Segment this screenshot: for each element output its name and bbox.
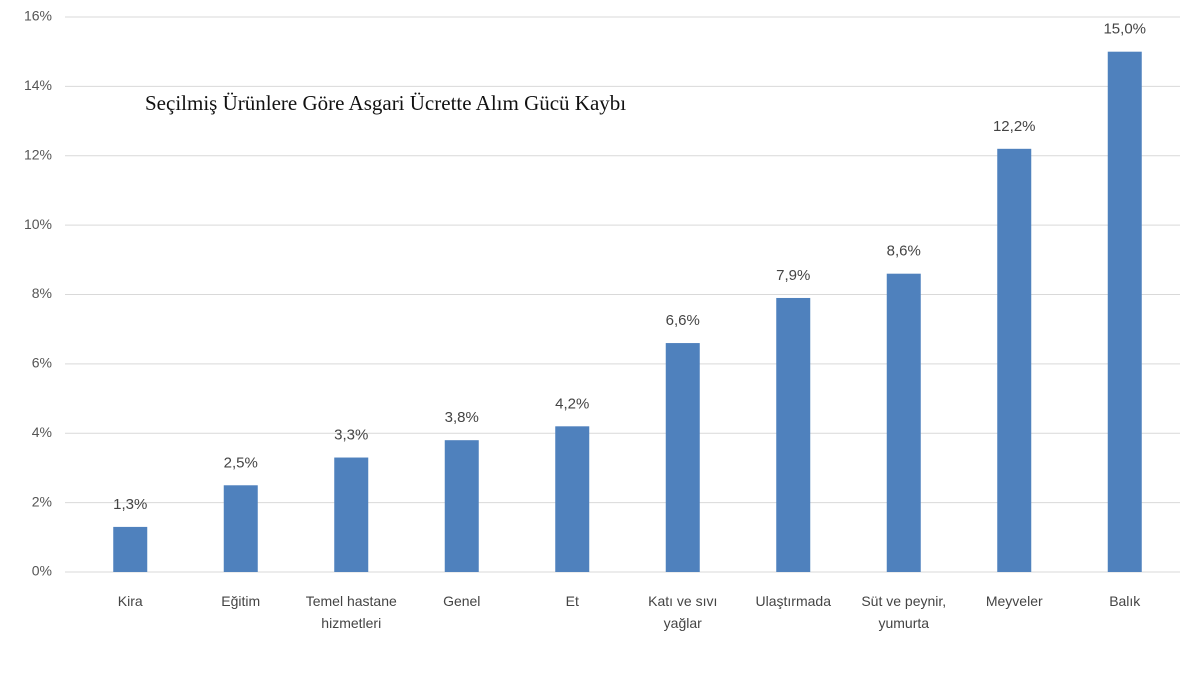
x-tick-label: Temel hastane hizmetleri bbox=[305, 593, 397, 631]
y-tick-label: 12% bbox=[24, 146, 52, 162]
value-label: 3,3% bbox=[334, 427, 368, 444]
x-tick-label: Katı ve sıvı yağlar bbox=[648, 593, 718, 631]
y-tick-label: 0% bbox=[32, 563, 52, 579]
x-tick-label: Süt ve peynir, yumurta bbox=[861, 593, 947, 631]
y-tick-label: 8% bbox=[32, 285, 52, 301]
bar bbox=[1107, 51, 1142, 572]
x-tick-label: Genel bbox=[443, 593, 481, 609]
y-tick-label: 14% bbox=[24, 77, 52, 93]
x-tick-label: Et bbox=[565, 593, 579, 609]
y-tick-label: 4% bbox=[32, 424, 52, 440]
bar bbox=[886, 273, 921, 572]
bar bbox=[444, 440, 479, 572]
x-tick-label: Kira bbox=[117, 593, 143, 609]
y-tick-label: 16% bbox=[24, 8, 52, 24]
value-label: 2,5% bbox=[224, 454, 258, 471]
bar bbox=[555, 426, 590, 572]
x-tick-label: Ulaştırmada bbox=[755, 593, 831, 609]
value-label: 1,3% bbox=[113, 496, 147, 513]
bar bbox=[223, 485, 258, 572]
value-label: 8,6% bbox=[887, 243, 921, 260]
bar bbox=[665, 343, 700, 572]
y-tick-label: 2% bbox=[32, 493, 52, 509]
chart-title: Seçilmiş Ürünlere Göre Asgari Ücrette Al… bbox=[145, 91, 626, 115]
value-label: 6,6% bbox=[666, 312, 700, 329]
x-tick-label: Meyveler bbox=[985, 593, 1043, 609]
y-tick-label: 6% bbox=[32, 355, 52, 371]
bar bbox=[997, 148, 1032, 572]
y-tick-label: 10% bbox=[24, 216, 52, 232]
bar bbox=[113, 526, 148, 572]
bar bbox=[776, 297, 811, 572]
value-label: 15,0% bbox=[1103, 21, 1146, 38]
x-tick-label: Eğitim bbox=[221, 593, 261, 609]
value-label: 4,2% bbox=[555, 395, 589, 412]
bar bbox=[334, 457, 369, 572]
x-tick-label: Balık bbox=[1109, 593, 1141, 609]
value-label: 7,9% bbox=[776, 267, 810, 284]
value-label: 12,2% bbox=[993, 118, 1036, 135]
value-label: 3,8% bbox=[445, 409, 479, 426]
